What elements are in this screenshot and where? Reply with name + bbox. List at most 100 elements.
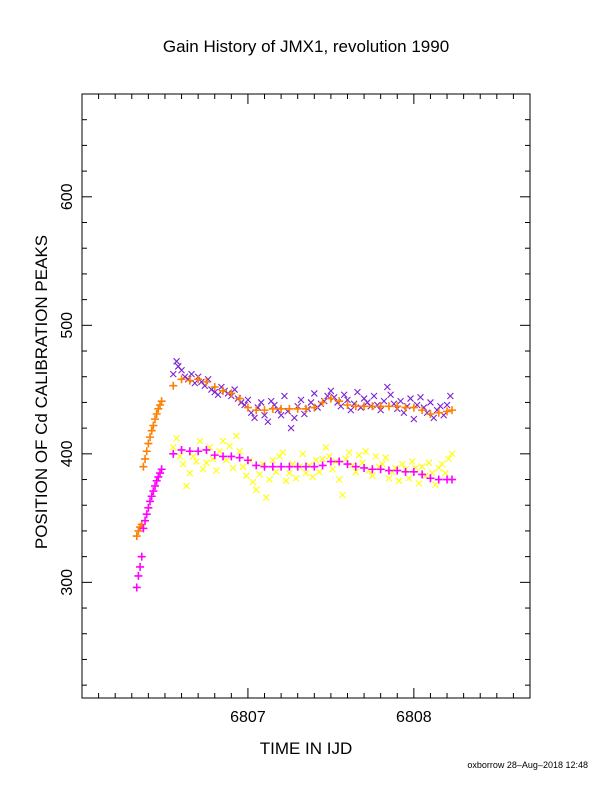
data-point <box>236 447 244 455</box>
data-point <box>261 411 268 419</box>
data-point <box>407 395 414 402</box>
data-point <box>384 402 393 411</box>
data-point <box>149 487 158 496</box>
data-point <box>222 456 230 464</box>
data-point <box>370 392 378 400</box>
data-point <box>430 414 438 422</box>
data-point <box>252 406 261 415</box>
data-point <box>139 462 148 471</box>
data-point <box>309 473 317 481</box>
data-point <box>252 486 260 494</box>
data-point <box>434 408 443 417</box>
data-point <box>310 390 318 397</box>
data-point <box>235 394 244 403</box>
data-point <box>315 468 323 476</box>
data-point <box>446 392 454 400</box>
data-point <box>351 462 360 471</box>
data-point <box>146 433 155 442</box>
data-point <box>401 403 410 412</box>
data-point <box>305 462 313 469</box>
data-point <box>347 406 355 414</box>
data-point <box>186 469 194 477</box>
data-point <box>281 392 288 400</box>
data-point <box>418 406 427 415</box>
data-point <box>188 370 195 378</box>
y-tick-label: 600 <box>59 183 76 210</box>
data-point <box>239 463 247 471</box>
data-point <box>410 415 418 423</box>
data-point <box>448 406 457 415</box>
data-point <box>360 463 369 472</box>
data-point <box>318 398 327 407</box>
data-point <box>144 439 153 448</box>
series-1 <box>132 375 457 541</box>
data-point <box>210 451 219 460</box>
data-point <box>307 399 315 406</box>
chart-title: Gain History of JMX1, revolution 1990 <box>163 37 449 56</box>
data-point <box>249 478 257 486</box>
data-point <box>385 474 393 482</box>
data-point <box>448 475 457 484</box>
data-point <box>269 456 277 464</box>
data-point <box>384 466 393 475</box>
data-point <box>340 391 348 399</box>
data-point <box>147 492 156 501</box>
data-point <box>256 471 263 478</box>
data-point <box>210 383 219 392</box>
data-point <box>437 402 444 410</box>
data-point <box>185 447 194 456</box>
data-point <box>345 449 353 456</box>
data-point <box>179 460 187 468</box>
data-point <box>235 453 244 462</box>
data-point <box>343 460 352 469</box>
data-point <box>393 402 402 411</box>
data-point <box>229 464 237 472</box>
data-point <box>286 469 293 477</box>
data-point <box>368 465 377 474</box>
data-point <box>226 442 234 450</box>
data-point <box>252 461 261 470</box>
data-point <box>360 402 369 411</box>
data-point <box>329 465 336 473</box>
data-point <box>302 404 310 413</box>
data-point <box>395 477 403 485</box>
data-point <box>132 583 141 592</box>
data-point <box>372 453 380 460</box>
data-point <box>141 516 150 525</box>
data-point <box>262 494 270 501</box>
data-point <box>155 469 164 478</box>
data-point <box>251 414 258 422</box>
data-point <box>142 510 151 519</box>
data-point <box>268 462 277 471</box>
data-point <box>434 475 443 484</box>
data-point <box>397 397 404 405</box>
data-point <box>445 455 453 463</box>
data-point <box>134 571 143 580</box>
data-point <box>357 404 365 411</box>
data-point <box>409 403 418 412</box>
data-point <box>136 562 145 571</box>
data-point <box>290 414 298 422</box>
data-point <box>285 462 294 471</box>
footer-credit: oxborrow 28–Aug–2018 12:48 <box>467 760 588 770</box>
data-point <box>318 461 327 470</box>
data-point <box>227 389 236 398</box>
data-point <box>169 381 178 390</box>
data-point <box>335 397 344 406</box>
data-point <box>376 402 385 411</box>
data-point <box>154 472 163 481</box>
data-point <box>132 532 141 541</box>
data-point <box>176 453 184 460</box>
data-point <box>219 452 228 461</box>
data-point <box>274 406 282 414</box>
data-point <box>264 418 272 426</box>
data-point <box>219 437 227 445</box>
data-point <box>299 450 307 458</box>
data-point <box>243 456 252 465</box>
data-point <box>169 449 178 458</box>
data-point <box>408 458 416 465</box>
data-point <box>242 472 250 480</box>
data-point <box>177 375 186 384</box>
data-point <box>376 465 385 474</box>
data-point <box>151 481 160 490</box>
